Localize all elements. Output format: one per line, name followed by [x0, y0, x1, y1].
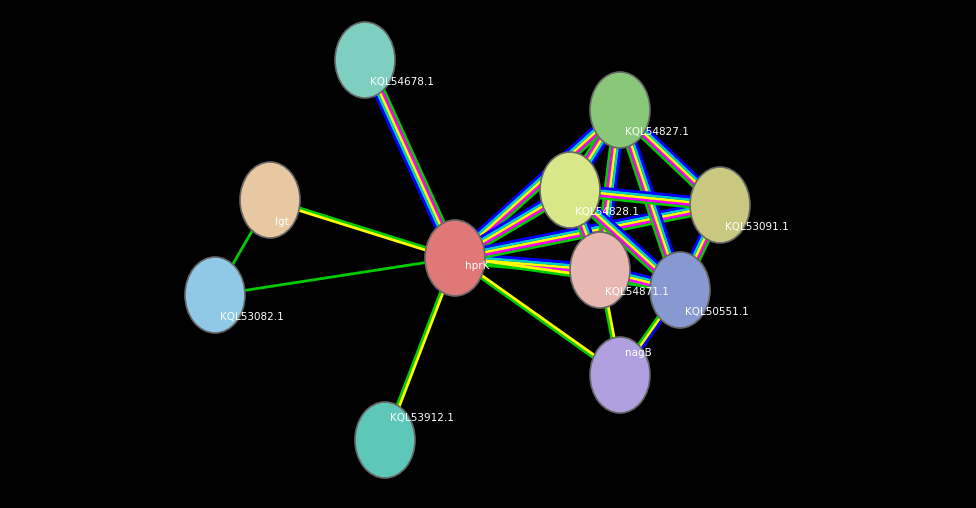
Ellipse shape: [185, 257, 245, 333]
Ellipse shape: [240, 162, 300, 238]
Ellipse shape: [570, 232, 630, 308]
Text: nagB: nagB: [625, 348, 652, 358]
Text: KQL50551.1: KQL50551.1: [685, 307, 749, 317]
Ellipse shape: [355, 402, 415, 478]
Text: KQL53091.1: KQL53091.1: [725, 222, 789, 232]
Ellipse shape: [590, 72, 650, 148]
Text: KQL54871.1: KQL54871.1: [605, 287, 669, 297]
Text: KQL54678.1: KQL54678.1: [370, 77, 434, 87]
Text: KQL54827.1: KQL54827.1: [625, 127, 689, 137]
Ellipse shape: [540, 152, 600, 228]
Text: KQL54828.1: KQL54828.1: [575, 207, 639, 217]
Text: KQL53912.1: KQL53912.1: [390, 413, 454, 423]
Text: KQL53082.1: KQL53082.1: [220, 312, 284, 322]
Ellipse shape: [335, 22, 395, 98]
Text: lgt: lgt: [275, 217, 289, 227]
Ellipse shape: [690, 167, 750, 243]
Ellipse shape: [650, 252, 710, 328]
Text: hprK: hprK: [465, 261, 489, 271]
Ellipse shape: [425, 220, 485, 296]
Ellipse shape: [590, 337, 650, 413]
